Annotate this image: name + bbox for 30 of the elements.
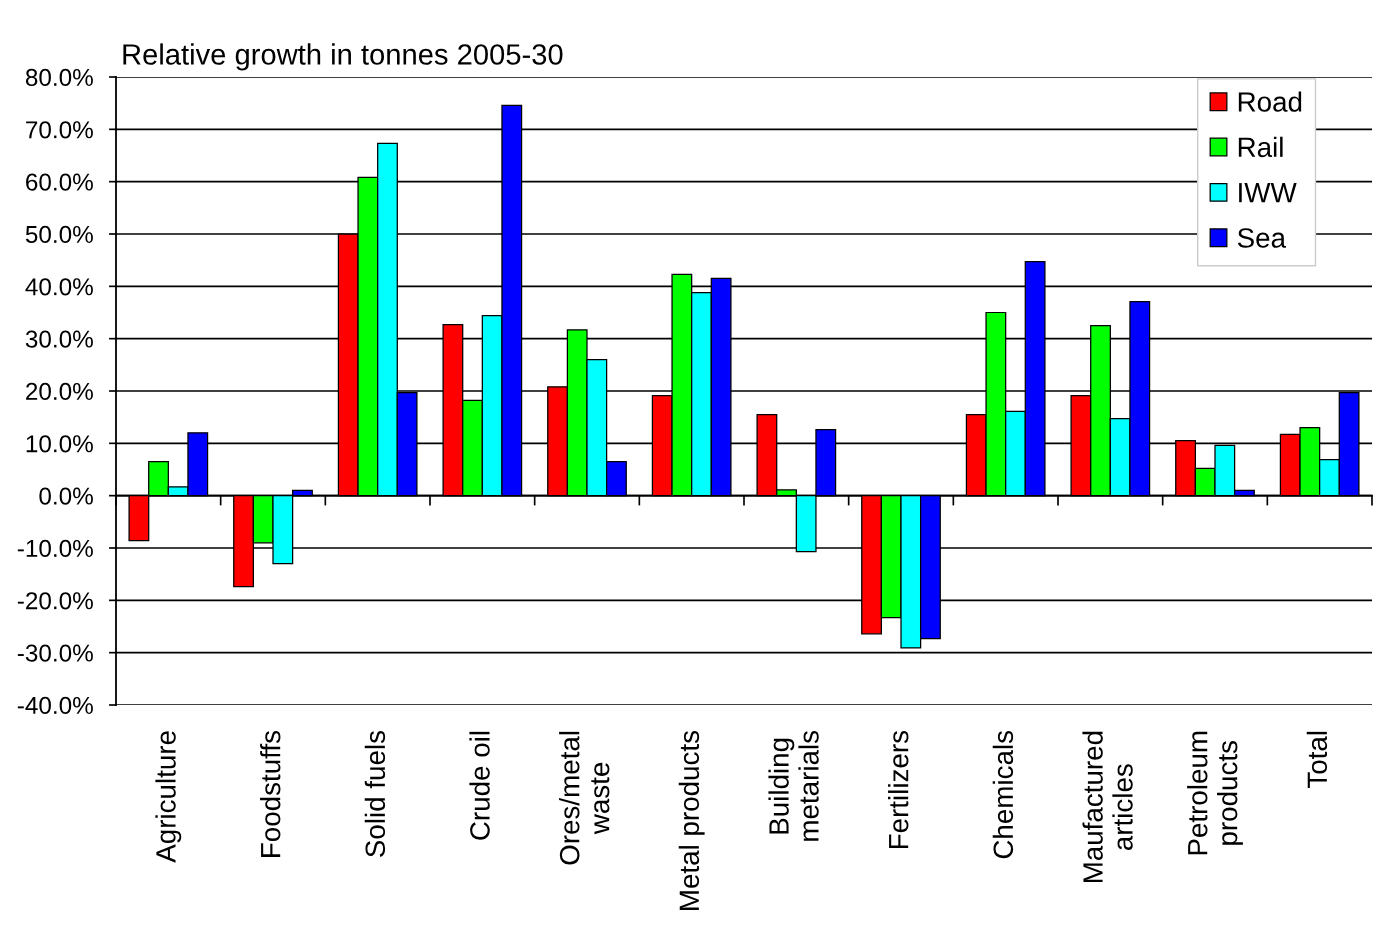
y-tick-label: 20.0% [26, 382, 93, 401]
x-tick-label: Solid fuels [364, 731, 386, 857]
x-tick-label: Total [1306, 731, 1328, 789]
legend-label: IWW [1239, 183, 1297, 203]
x-tick-label: Metal products [678, 730, 705, 910]
x-tick-label: Petroleum products [1187, 731, 1243, 855]
y-tick-label: -30.0% [17, 644, 93, 662]
x-tick-label: Crude oil [469, 731, 490, 840]
x-tick-label: Building metarials [768, 731, 819, 841]
y-tick-label: 40.0% [25, 278, 93, 296]
y-tick-label: 0.0% [39, 487, 93, 505]
legend-label: Road [1238, 91, 1302, 112]
y-tick-label: 10.0% [26, 435, 93, 453]
x-tick-label: Maufactured articles [1082, 731, 1133, 883]
y-tick-label: 80.0% [25, 68, 93, 87]
y-tick-label: -10.0% [17, 539, 93, 558]
y-tick-label: -20.0% [17, 592, 93, 610]
legend-label: Sea [1237, 228, 1286, 248]
y-tick-label: 30.0% [25, 330, 93, 348]
x-tick-label: Ores/metal waste [559, 731, 610, 865]
chart-title: Relative growth in tonnes 2005-30 [123, 43, 563, 71]
x-tick-label: Agriculture [155, 731, 182, 863]
y-tick-label: 50.0% [25, 225, 93, 244]
y-tick-label: 70.0% [26, 121, 93, 139]
legend-label: Rail [1238, 136, 1283, 158]
y-tick-label: -40.0% [17, 696, 93, 715]
x-tick-label: Fertilizers [888, 731, 909, 849]
y-tick-label: 60.0% [26, 173, 93, 191]
x-tick-label: Foodstuffs [260, 730, 281, 857]
x-tick-label: Chemicals [992, 731, 1014, 859]
